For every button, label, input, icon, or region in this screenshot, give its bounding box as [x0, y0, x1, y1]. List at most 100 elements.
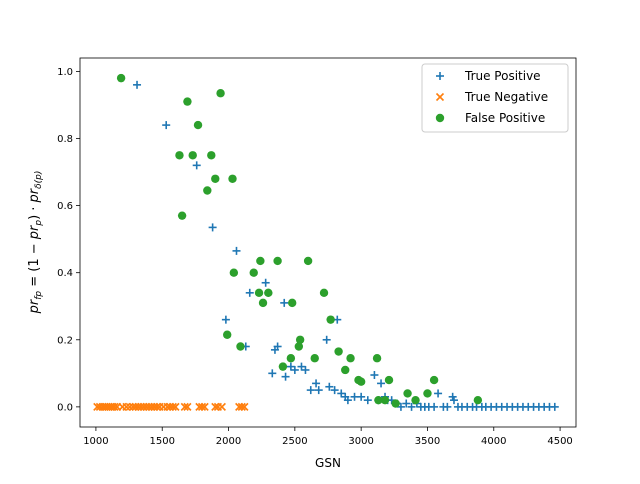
- true-positive-point: [325, 382, 334, 391]
- true-positive-point: [370, 371, 379, 380]
- false-positive-point: [228, 174, 237, 183]
- false-positive-point: [249, 268, 258, 277]
- false-positive-point: [207, 151, 216, 160]
- false-positive-point: [411, 395, 420, 405]
- true-positive-point: [449, 396, 458, 405]
- true-positive-point: [430, 402, 439, 411]
- true-negative-point: [237, 402, 246, 411]
- x-tick-label: 2500: [282, 436, 307, 447]
- y-label-eq: = (1 −: [27, 239, 42, 291]
- false-positive-point: [254, 288, 264, 298]
- false-positive-point: [287, 298, 297, 308]
- y-axis: 0.0 0.2 0.4 0.6 0.8 1.0: [57, 67, 80, 413]
- true-negative-legend-label: True Negative: [464, 90, 548, 104]
- false-positive-point: [175, 151, 184, 160]
- true-negative-point: [217, 402, 226, 411]
- false-positive-point: [429, 375, 439, 385]
- x-tick-label: 1500: [149, 436, 174, 447]
- true-positive-point: [377, 379, 386, 388]
- true-positive-point: [245, 288, 254, 297]
- y-label-fp-sub: fp: [34, 291, 44, 300]
- series-layer: [93, 73, 559, 411]
- true-positive-point: [550, 402, 559, 411]
- false-positive-point: [341, 365, 350, 375]
- true-negative-point: [183, 402, 192, 411]
- false-positive-point: [303, 256, 313, 266]
- false-positive-point: [278, 362, 288, 371]
- false-positive-point: [229, 268, 239, 277]
- true-positive-point: [261, 278, 270, 287]
- false-positive-point: [374, 395, 383, 405]
- y-label-mid: ) ·: [27, 202, 42, 219]
- legend-entries: True Positive True Negative False Positive: [435, 69, 548, 125]
- y-tick-label: 0.2: [57, 335, 73, 346]
- true-positive-point: [208, 223, 217, 232]
- true-negative-point: [122, 402, 131, 411]
- true-positive-point: [232, 246, 241, 255]
- true-negative-point: [200, 402, 209, 411]
- legend: True Positive True Negative False Positive: [421, 63, 569, 133]
- true-positive-legend-label: True Positive: [464, 69, 541, 83]
- false-positive-point: [423, 389, 432, 398]
- false-positive-point: [334, 347, 343, 356]
- false-positive-point: [473, 395, 483, 405]
- false-positive-point: [193, 120, 203, 130]
- x-tick-label: 3500: [415, 436, 440, 447]
- true-positive-point: [407, 402, 416, 411]
- false-positive-point: [116, 73, 126, 83]
- false-positive-point: [346, 354, 355, 363]
- false-positive-point: [211, 174, 220, 183]
- true-positive-point: [357, 392, 366, 401]
- true-positive-point: [290, 365, 299, 374]
- true-positive-point: [281, 372, 290, 381]
- true-negative-series: [93, 402, 249, 411]
- false-positive-point: [236, 342, 245, 351]
- false-positive-point: [183, 97, 192, 106]
- x-tick-label: 2000: [216, 436, 241, 447]
- true-positive-point: [192, 161, 201, 170]
- true-negative-point: [211, 402, 220, 411]
- false-positive-legend-label: False Positive: [465, 111, 545, 125]
- true-negative-point: [168, 402, 177, 411]
- true-positive-point: [306, 386, 315, 395]
- false-positive-point: [403, 389, 412, 398]
- true-positive-point: [221, 315, 230, 324]
- y-label-pr2: pr: [27, 224, 42, 240]
- x-tick-label: 4000: [481, 436, 506, 447]
- y-label-pr3: pr: [27, 187, 42, 203]
- y-tick-label: 0.8: [57, 134, 73, 145]
- true-positive-point: [396, 402, 405, 411]
- legend-box: [421, 63, 569, 133]
- true-positive-point: [402, 399, 411, 408]
- y-label-pr: pr: [27, 298, 42, 314]
- true-negative-point: [180, 402, 189, 411]
- true-positive-point: [443, 402, 452, 411]
- x-tick-label: 3000: [348, 436, 373, 447]
- true-positive-point: [314, 386, 323, 395]
- true-positive-point: [162, 121, 171, 130]
- x-tick-label: 4500: [547, 436, 572, 447]
- false-positive-point: [391, 399, 400, 408]
- false-positive-point: [295, 335, 305, 344]
- false-positive-point: [188, 151, 197, 160]
- true-positive-point: [330, 386, 339, 395]
- y-tick-label: 1.0: [57, 67, 73, 78]
- false-positive-point: [380, 395, 390, 405]
- y-label-delta-sub: δ(p): [34, 171, 44, 189]
- false-positive-point: [384, 375, 394, 385]
- true-negative-point: [152, 402, 161, 411]
- false-positive-point: [216, 89, 225, 98]
- y-tick-label: 0.4: [57, 268, 73, 279]
- false-positive-point: [223, 330, 232, 339]
- false-positive-point: [310, 354, 319, 363]
- false-positive-point: [356, 377, 366, 386]
- true-positive-legend-marker: [436, 72, 444, 80]
- true-positive-point: [133, 80, 142, 89]
- x-axis: 1000 1500 2000 2500 3000 3500 4000 4500: [83, 427, 573, 447]
- true-positive-point: [273, 342, 282, 351]
- x-axis-label: GSN: [315, 456, 341, 470]
- y-label-p-sub: p: [34, 220, 44, 227]
- false-positive-point: [372, 354, 382, 363]
